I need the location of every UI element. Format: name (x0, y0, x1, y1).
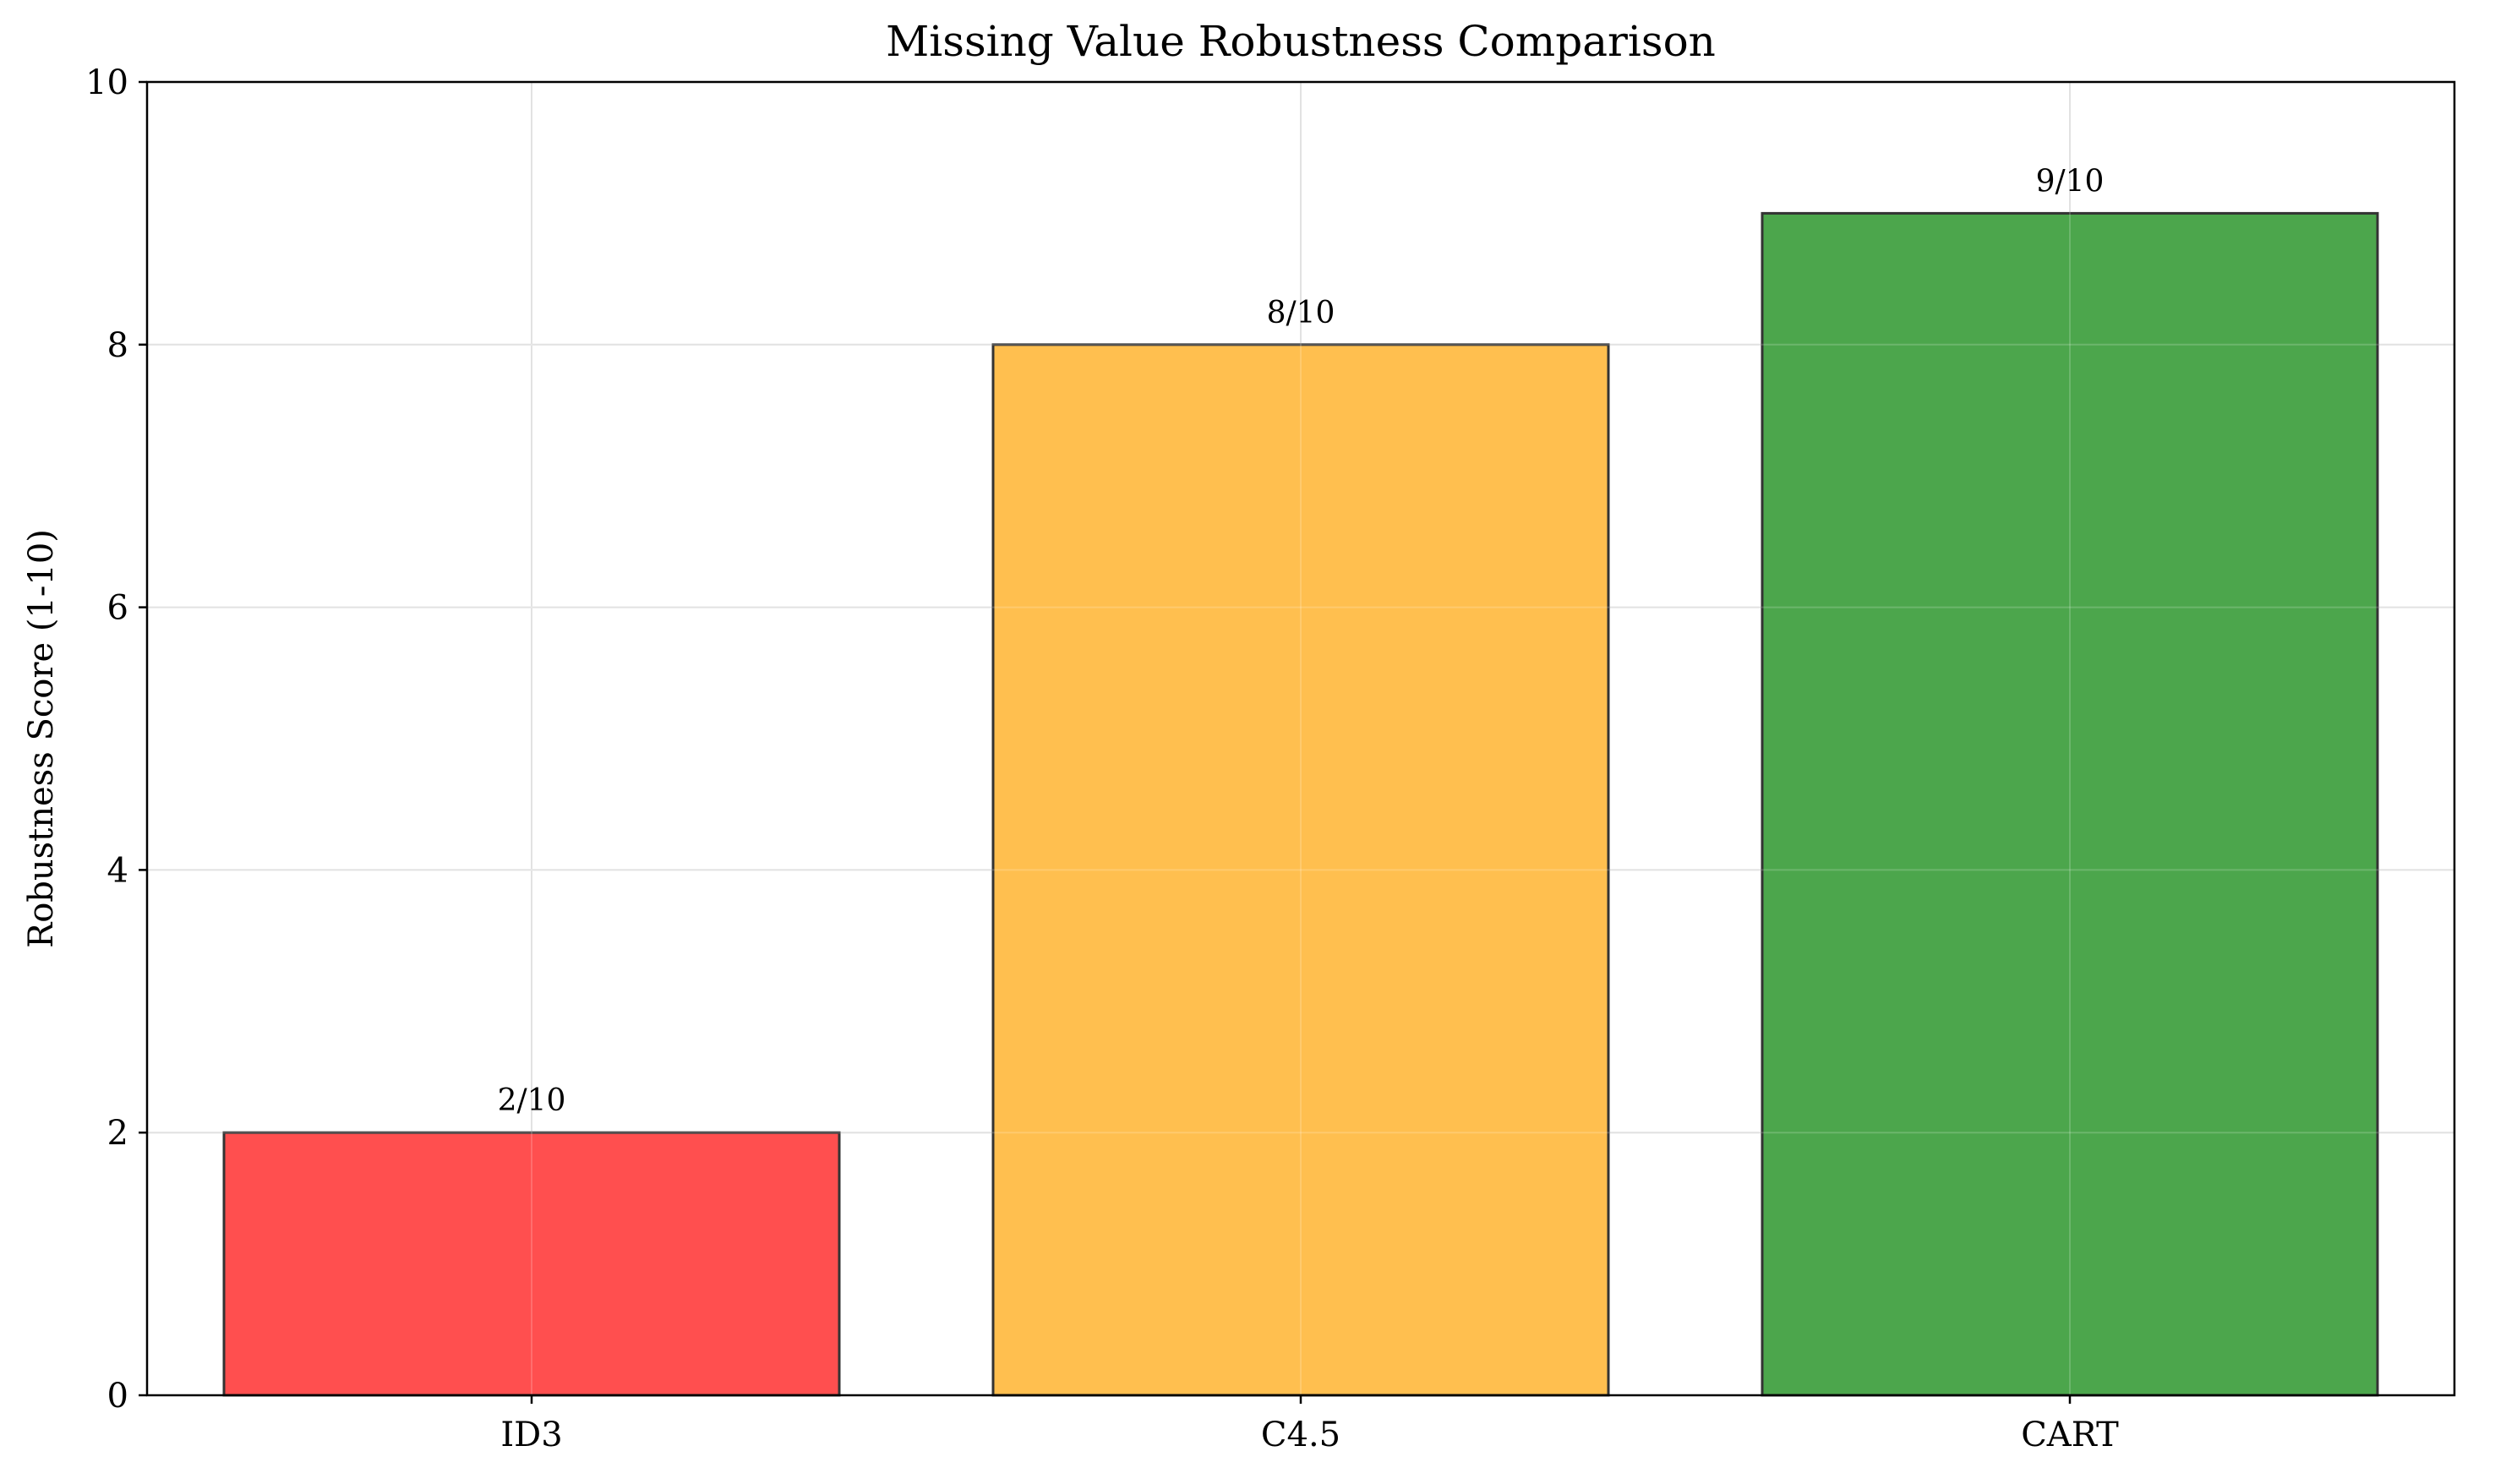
bar-value-label: 8/10 (1267, 296, 1335, 330)
x-tick-label: CART (2021, 1416, 2119, 1454)
bar-value-label: 9/10 (2036, 164, 2105, 199)
y-tick-label: 6 (107, 589, 128, 628)
chart-title: Missing Value Robustness Comparison (886, 17, 1716, 66)
bar-value-labels: 2/10 8/10 9/10 (498, 164, 2105, 1118)
x-tick-label: C4.5 (1261, 1416, 1340, 1454)
bar-value-label: 2/10 (498, 1083, 566, 1118)
axis-ticks: 0 2 4 6 8 10 ID3 C4.5 CART (85, 63, 2119, 1454)
bar-c4-5 (991, 343, 1610, 1397)
bar-id3 (222, 1131, 841, 1397)
y-tick-label: 4 (107, 851, 128, 890)
y-tick-label: 10 (85, 63, 128, 102)
bars (222, 211, 2379, 1397)
y-tick-label: 0 (107, 1377, 128, 1416)
x-tick-label: ID3 (500, 1416, 562, 1454)
y-tick-label: 8 (107, 326, 128, 365)
y-axis-label: Robustness Score (1-10) (22, 529, 61, 948)
y-tick-label: 2 (107, 1114, 128, 1153)
bar-cart (1761, 211, 2379, 1397)
